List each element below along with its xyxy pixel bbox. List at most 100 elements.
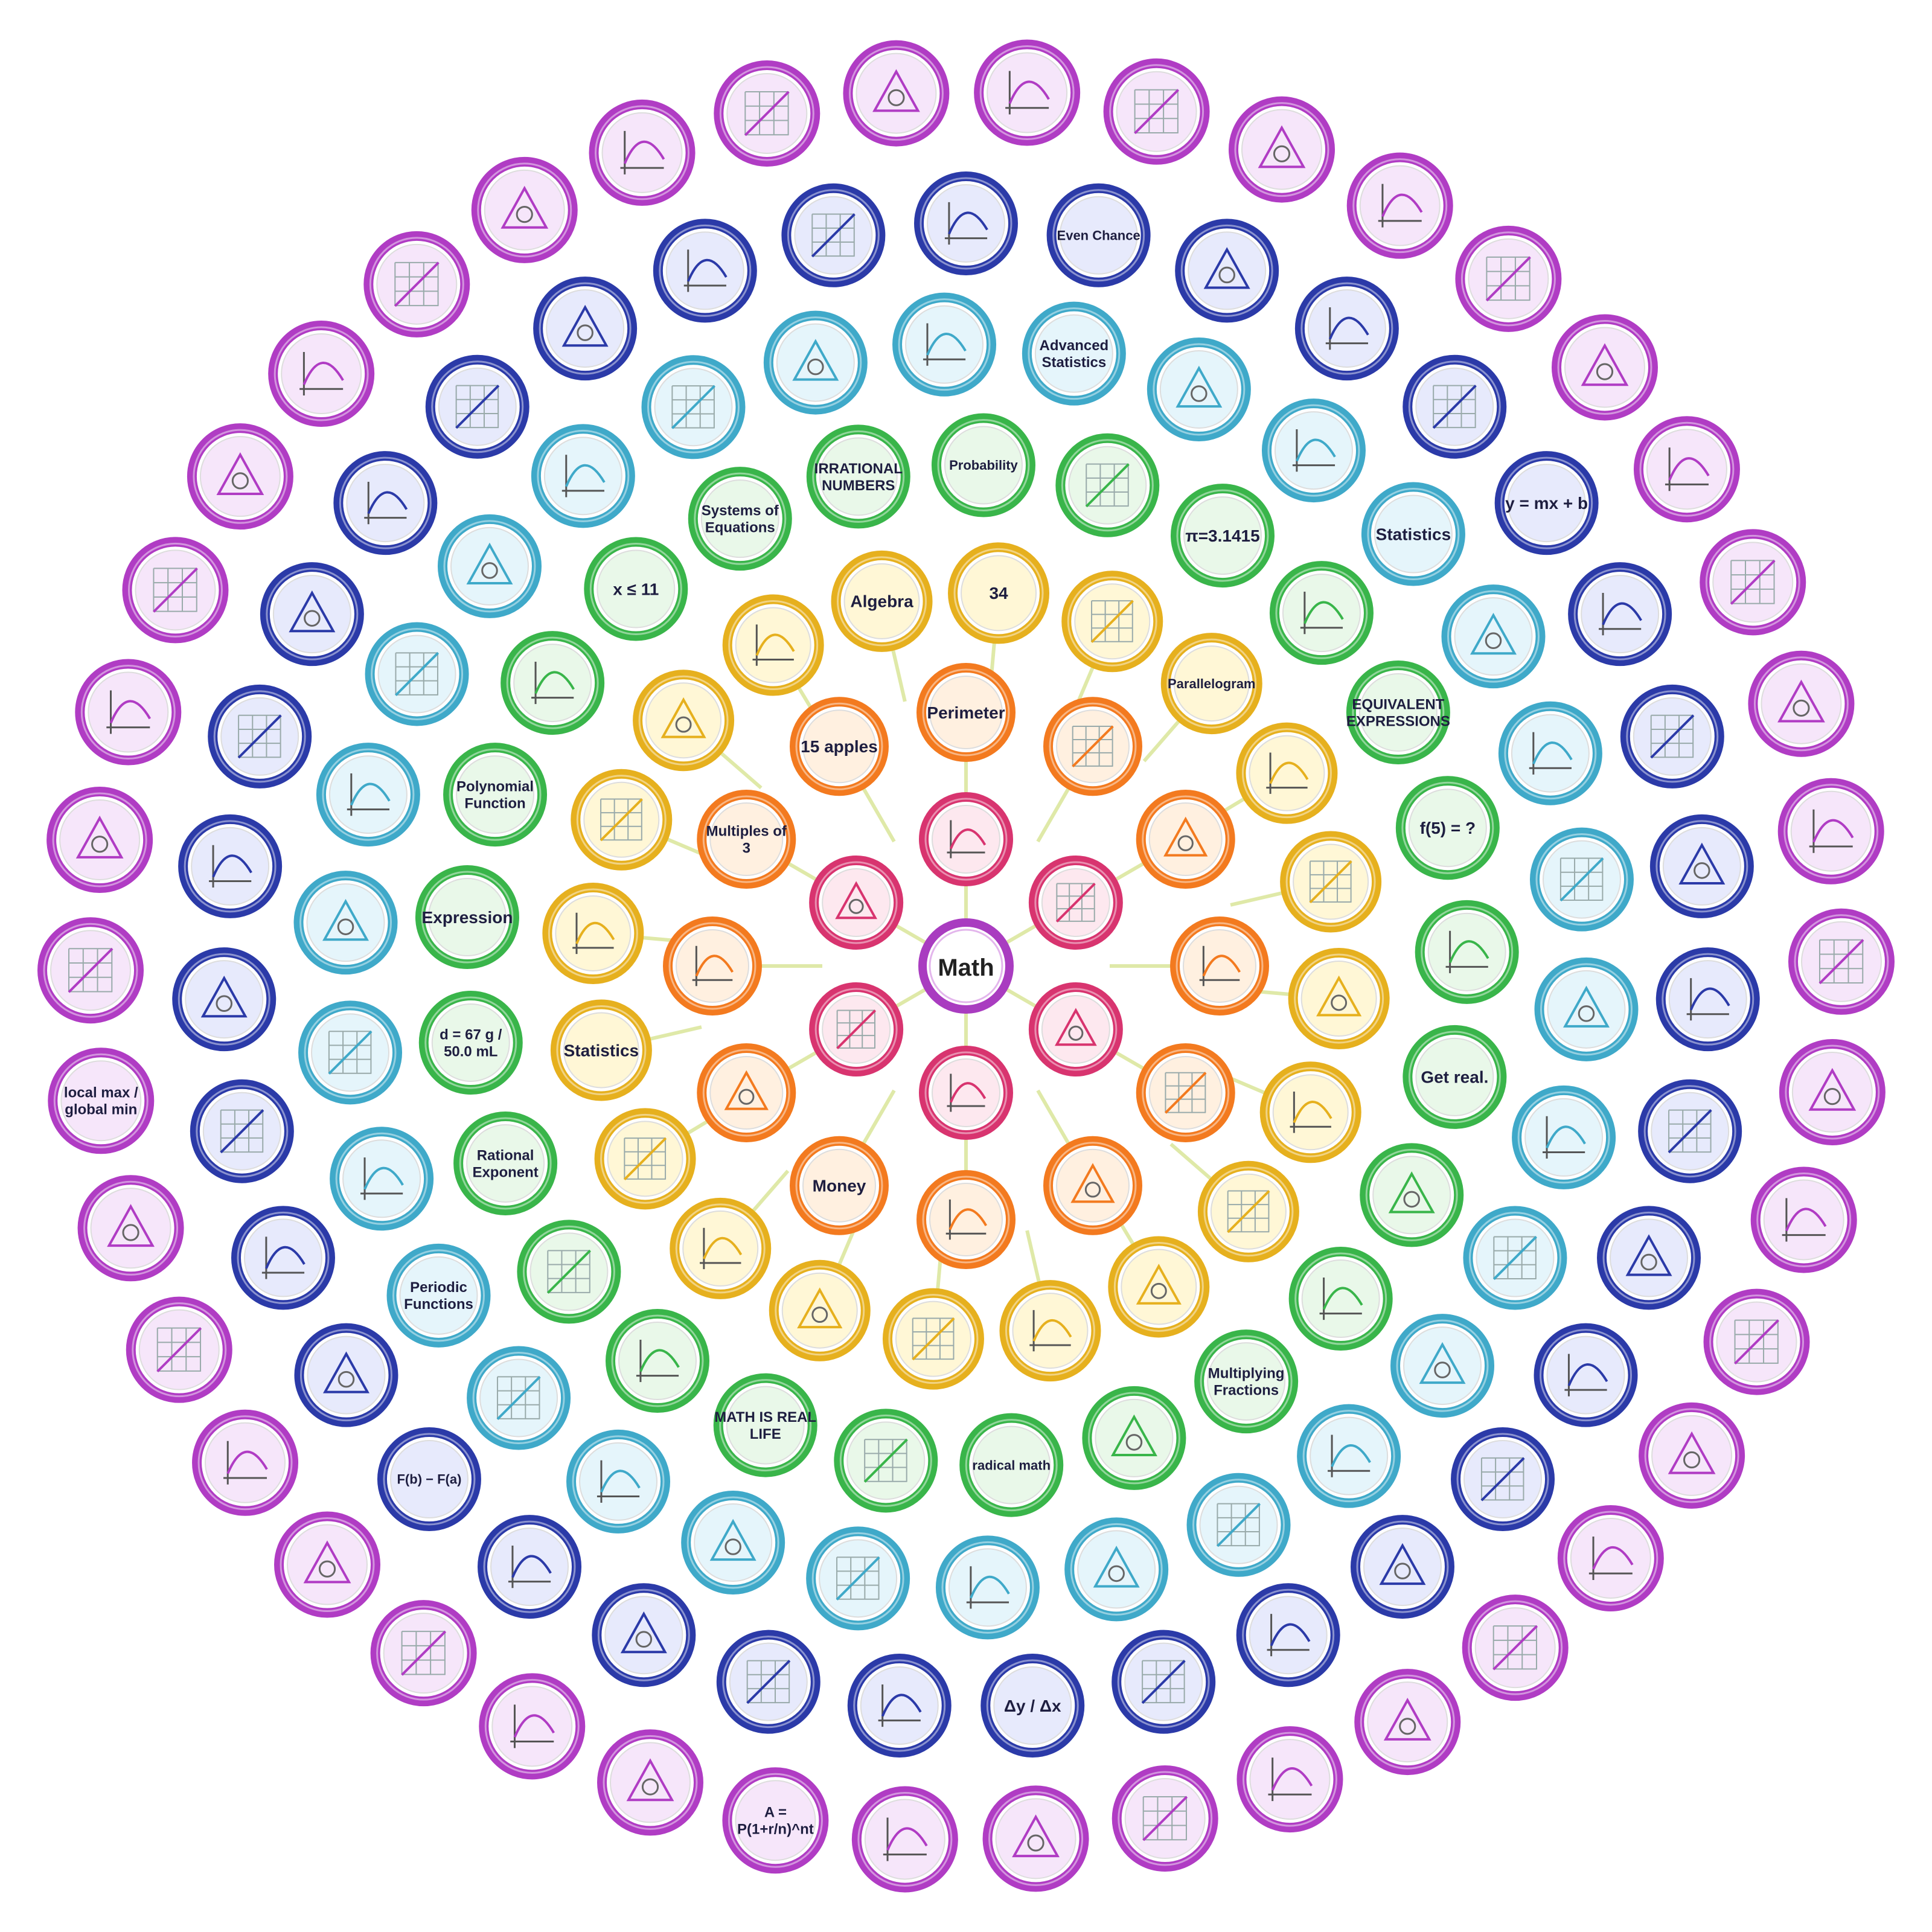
topic-bubble-navy[interactable]	[425, 354, 529, 459]
topic-bubble-teal[interactable]	[641, 355, 746, 459]
topic-bubble-navy[interactable]	[914, 171, 1018, 275]
topic-bubble-violet[interactable]	[1703, 1288, 1810, 1395]
topic-bubble-violet[interactable]	[714, 60, 820, 167]
topic-bubble-teal[interactable]	[1261, 398, 1366, 503]
topic-bubble-violet[interactable]	[1557, 1505, 1664, 1611]
topic-bubble-teal[interactable]	[1529, 827, 1634, 932]
topic-bubble-violet[interactable]	[1777, 778, 1884, 884]
topic-bubble-navy[interactable]	[781, 183, 886, 287]
topic-bubble-violet[interactable]	[126, 1296, 232, 1403]
topic-bubble-violet[interactable]	[597, 1729, 703, 1836]
topic-bubble-teal[interactable]	[1147, 337, 1251, 442]
topic-bubble-rose[interactable]	[809, 856, 904, 950]
topic-bubble-navy[interactable]	[178, 814, 283, 918]
topic-bubble-violet[interactable]	[1748, 650, 1855, 757]
topic-bubble-gold[interactable]	[769, 1259, 871, 1361]
topic-bubble-navy[interactable]	[1403, 354, 1507, 459]
topic-bubble-teal[interactable]: Statistics	[1361, 482, 1465, 586]
topic-bubble-teal[interactable]	[531, 424, 635, 528]
topic-bubble-gold[interactable]	[1280, 831, 1382, 933]
topic-bubble-green[interactable]	[606, 1309, 710, 1413]
topic-bubble-gold[interactable]	[722, 594, 824, 696]
topic-bubble-teal[interactable]	[1064, 1517, 1169, 1622]
topic-bubble-gold[interactable]	[882, 1288, 984, 1390]
topic-bubble-orange[interactable]	[697, 1043, 796, 1142]
topic-bubble-green[interactable]	[1360, 1143, 1464, 1247]
topic-bubble-navy[interactable]	[1649, 814, 1754, 918]
topic-bubble-orange[interactable]: 15 apples	[790, 697, 889, 796]
topic-bubble-violet[interactable]	[1103, 58, 1210, 165]
topic-bubble-violet[interactable]	[1236, 1726, 1343, 1833]
topic-bubble-navy[interactable]	[294, 1323, 398, 1427]
topic-bubble-green[interactable]	[1055, 433, 1160, 537]
topic-bubble-violet[interactable]	[974, 39, 1081, 146]
topic-bubble-navy[interactable]	[208, 684, 312, 788]
topic-bubble-gold[interactable]	[594, 1108, 696, 1210]
topic-bubble-rose[interactable]	[919, 1046, 1013, 1140]
topic-bubble-navy[interactable]	[1236, 1583, 1340, 1687]
topic-bubble-violet[interactable]: local max /global min	[48, 1048, 155, 1154]
topic-bubble-navy[interactable]	[716, 1630, 820, 1734]
topic-bubble-teal[interactable]	[437, 514, 542, 618]
topic-bubble-rose[interactable]	[1028, 856, 1123, 950]
topic-bubble-orange[interactable]	[1043, 697, 1142, 796]
topic-bubble-navy[interactable]	[1638, 1079, 1742, 1183]
topic-bubble-teal[interactable]	[763, 310, 868, 415]
topic-bubble-navy[interactable]	[190, 1079, 294, 1183]
topic-bubble-navy[interactable]	[1534, 1323, 1638, 1427]
topic-bubble-green[interactable]: π=3.1415	[1170, 484, 1275, 588]
topic-bubble-violet[interactable]	[1750, 1166, 1857, 1273]
topic-bubble-violet[interactable]	[1346, 152, 1453, 259]
topic-bubble-navy[interactable]	[1597, 1206, 1701, 1310]
center-node[interactable]: Math	[918, 918, 1014, 1014]
topic-bubble-violet[interactable]	[268, 321, 375, 427]
topic-bubble-gold[interactable]: 34	[948, 542, 1050, 644]
topic-bubble-teal[interactable]	[1498, 701, 1602, 805]
topic-bubble-green[interactable]: Probability	[931, 413, 1035, 517]
topic-bubble-navy[interactable]	[653, 219, 757, 323]
topic-bubble-violet[interactable]	[187, 423, 293, 530]
topic-bubble-violet[interactable]	[1229, 96, 1335, 203]
topic-bubble-teal[interactable]	[316, 743, 420, 847]
topic-bubble-gold[interactable]	[542, 882, 644, 984]
topic-bubble-violet[interactable]	[1779, 1038, 1886, 1145]
topic-bubble-violet[interactable]	[982, 1785, 1089, 1892]
topic-bubble-gold[interactable]	[999, 1280, 1101, 1382]
topic-bubble-violet[interactable]	[192, 1409, 299, 1516]
topic-bubble-green[interactable]: Expression	[415, 865, 519, 970]
topic-bubble-teal[interactable]	[293, 871, 398, 975]
topic-bubble-violet[interactable]	[1354, 1669, 1461, 1776]
topic-bubble-navy[interactable]: Even Chance	[1046, 183, 1151, 287]
topic-bubble-violet[interactable]	[589, 99, 696, 206]
topic-bubble-teal[interactable]	[1512, 1085, 1616, 1189]
topic-bubble-navy[interactable]	[478, 1515, 582, 1619]
topic-bubble-teal[interactable]	[1534, 957, 1639, 1061]
topic-bubble-violet[interactable]	[1462, 1595, 1569, 1701]
topic-bubble-teal[interactable]	[1186, 1473, 1291, 1577]
topic-bubble-orange[interactable]	[1170, 916, 1269, 1016]
topic-bubble-violet[interactable]	[1633, 416, 1740, 523]
topic-bubble-navy[interactable]	[231, 1206, 335, 1310]
topic-bubble-navy[interactable]: Δy / Δx	[980, 1654, 1085, 1758]
topic-bubble-teal[interactable]	[935, 1535, 1040, 1640]
topic-bubble-gold[interactable]	[1108, 1236, 1210, 1338]
topic-bubble-green[interactable]	[1415, 900, 1519, 1004]
topic-bubble-green[interactable]	[501, 631, 605, 735]
topic-bubble-gold[interactable]	[633, 670, 735, 772]
topic-bubble-orange[interactable]: Perimeter	[916, 663, 1016, 762]
topic-bubble-orange[interactable]: Multiples of3	[697, 790, 796, 889]
topic-bubble-violet[interactable]: A =P(1+r/n)^nt	[722, 1767, 829, 1874]
topic-bubble-teal[interactable]	[330, 1127, 434, 1231]
topic-bubble-navy[interactable]	[1655, 947, 1760, 1052]
topic-bubble-teal[interactable]	[1297, 1404, 1401, 1508]
topic-bubble-orange[interactable]: Money	[790, 1136, 889, 1235]
topic-bubble-violet[interactable]	[1551, 314, 1658, 421]
topic-bubble-navy[interactable]	[533, 277, 638, 381]
topic-bubble-rose[interactable]	[809, 982, 904, 1076]
topic-bubble-navy[interactable]	[1568, 562, 1672, 667]
topic-bubble-green[interactable]	[517, 1220, 621, 1324]
topic-bubble-orange[interactable]	[1043, 1136, 1142, 1235]
